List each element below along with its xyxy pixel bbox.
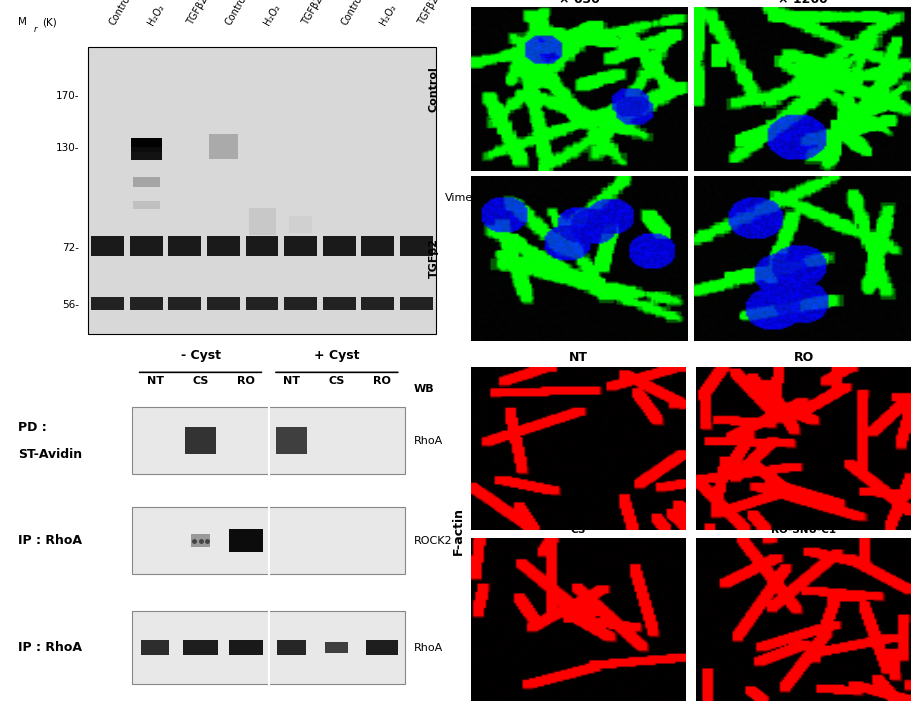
FancyBboxPatch shape <box>209 135 238 159</box>
Text: 56-: 56- <box>62 300 79 310</box>
Text: RhoA: RhoA <box>414 435 443 446</box>
Title: × 1260: × 1260 <box>777 0 826 6</box>
FancyBboxPatch shape <box>130 147 162 159</box>
Text: TGFβ2: TGFβ2 <box>185 0 209 27</box>
Text: 72-: 72- <box>62 243 79 253</box>
Text: 170-: 170- <box>56 91 79 101</box>
FancyBboxPatch shape <box>168 236 201 256</box>
FancyBboxPatch shape <box>289 216 312 233</box>
Text: IP : RhoA: IP : RhoA <box>18 535 82 547</box>
FancyBboxPatch shape <box>183 640 217 655</box>
FancyBboxPatch shape <box>361 236 394 256</box>
FancyBboxPatch shape <box>130 138 162 156</box>
FancyBboxPatch shape <box>366 640 398 655</box>
FancyBboxPatch shape <box>284 297 317 310</box>
Text: CS: CS <box>328 376 345 386</box>
FancyBboxPatch shape <box>91 297 124 310</box>
Text: H₂O₂: H₂O₂ <box>262 2 282 27</box>
Text: WB: WB <box>414 384 434 394</box>
Text: NT: NT <box>283 376 300 386</box>
FancyBboxPatch shape <box>229 640 263 655</box>
FancyBboxPatch shape <box>323 236 356 256</box>
FancyBboxPatch shape <box>142 640 168 655</box>
Text: TGFβ2: TGFβ2 <box>301 0 324 27</box>
FancyBboxPatch shape <box>245 297 278 310</box>
Text: CS: CS <box>570 525 585 535</box>
FancyBboxPatch shape <box>132 177 160 187</box>
FancyBboxPatch shape <box>284 236 317 256</box>
FancyBboxPatch shape <box>277 640 306 655</box>
Text: M: M <box>18 17 27 27</box>
Text: NT: NT <box>568 351 587 364</box>
Text: Control: Control <box>223 0 249 27</box>
Text: TGFβ2: TGFβ2 <box>428 239 438 278</box>
Text: RO: RO <box>373 376 391 386</box>
FancyBboxPatch shape <box>191 534 210 547</box>
Text: IP : RhoA: IP : RhoA <box>18 641 82 654</box>
FancyBboxPatch shape <box>400 297 433 310</box>
FancyBboxPatch shape <box>132 611 404 684</box>
FancyBboxPatch shape <box>245 236 278 256</box>
FancyBboxPatch shape <box>185 428 216 454</box>
Text: 130-: 130- <box>56 142 79 152</box>
Text: ROCK2: ROCK2 <box>414 536 452 546</box>
FancyBboxPatch shape <box>132 407 404 474</box>
FancyBboxPatch shape <box>130 152 162 160</box>
Text: Control: Control <box>108 0 134 27</box>
Text: + Cyst: + Cyst <box>313 349 359 362</box>
Text: Control: Control <box>428 67 438 112</box>
FancyBboxPatch shape <box>361 297 394 310</box>
Title: × 630: × 630 <box>558 0 599 6</box>
FancyBboxPatch shape <box>400 236 433 256</box>
Text: PD :: PD : <box>18 421 47 434</box>
Text: NT: NT <box>146 376 164 386</box>
Text: (K): (K) <box>42 17 57 27</box>
Text: Control: Control <box>339 0 365 27</box>
FancyBboxPatch shape <box>88 47 436 334</box>
Text: RO: RO <box>237 376 255 386</box>
FancyBboxPatch shape <box>130 236 163 256</box>
FancyBboxPatch shape <box>207 297 240 310</box>
FancyBboxPatch shape <box>248 208 276 234</box>
Text: RhoA: RhoA <box>414 643 443 653</box>
FancyBboxPatch shape <box>91 236 124 256</box>
Text: H₂O₂: H₂O₂ <box>378 2 398 27</box>
FancyBboxPatch shape <box>229 529 263 552</box>
Text: CS: CS <box>192 376 209 386</box>
Text: F-actin: F-actin <box>451 507 464 555</box>
Text: Vimentin: Vimentin <box>444 193 494 202</box>
FancyBboxPatch shape <box>275 428 307 454</box>
FancyBboxPatch shape <box>132 508 404 574</box>
Text: H₂O₂: H₂O₂ <box>146 2 166 27</box>
FancyBboxPatch shape <box>325 641 347 653</box>
Text: r: r <box>33 25 37 34</box>
Text: RO-SNU-C1: RO-SNU-C1 <box>770 525 835 535</box>
FancyBboxPatch shape <box>323 297 356 310</box>
FancyBboxPatch shape <box>130 297 163 310</box>
Text: RO: RO <box>792 351 812 364</box>
FancyBboxPatch shape <box>132 201 160 209</box>
Text: TGFβ2: TGFβ2 <box>416 0 440 27</box>
Text: ST-Avidin: ST-Avidin <box>18 447 82 461</box>
FancyBboxPatch shape <box>168 297 201 310</box>
FancyBboxPatch shape <box>207 236 240 256</box>
Text: - Cyst: - Cyst <box>180 349 221 362</box>
